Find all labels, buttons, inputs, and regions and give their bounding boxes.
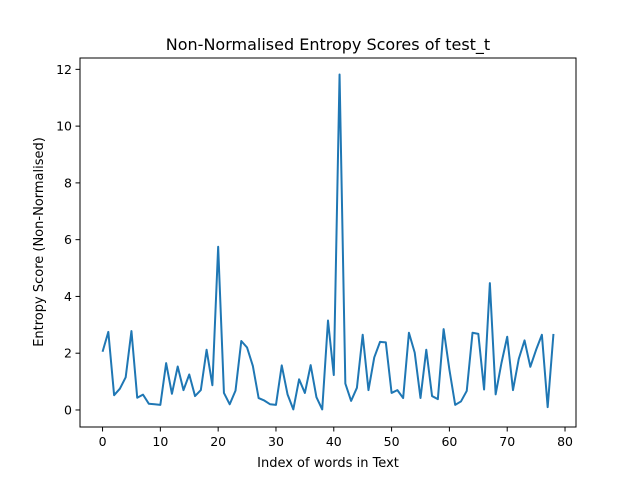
y-axis-ticks: 0 2 4 6 8 10 12 [56,62,80,417]
x-tick-label: 30 [268,434,284,449]
x-tick-label: 40 [326,434,342,449]
plot-frame [79,57,577,428]
x-tick-label: 20 [210,434,226,449]
y-tick-label: 0 [64,402,72,417]
y-tick-label: 4 [64,289,72,304]
y-tick-label: 6 [64,232,72,247]
x-tick-label: 10 [152,434,168,449]
x-axis-label: Index of words in Text [257,456,399,471]
x-tick-label: 60 [441,434,457,449]
x-tick-label: 50 [384,434,400,449]
x-tick-label: 70 [499,434,515,449]
x-axis-ticks: 0 10 20 30 40 50 60 70 80 [99,427,573,449]
y-tick-label: 2 [64,346,72,361]
y-tick-label: 10 [56,119,72,134]
chart-title: Non-Normalised Entropy Scores of test_t [166,35,490,55]
y-tick-label: 12 [56,62,72,77]
y-tick-label: 8 [64,175,72,190]
series-line-0 [101,73,555,411]
x-tick-label: 80 [557,434,573,449]
plot-area [101,73,555,411]
y-axis-label: Entropy Score (Non-Normalised) [32,137,47,347]
x-tick-label: 0 [99,434,107,449]
